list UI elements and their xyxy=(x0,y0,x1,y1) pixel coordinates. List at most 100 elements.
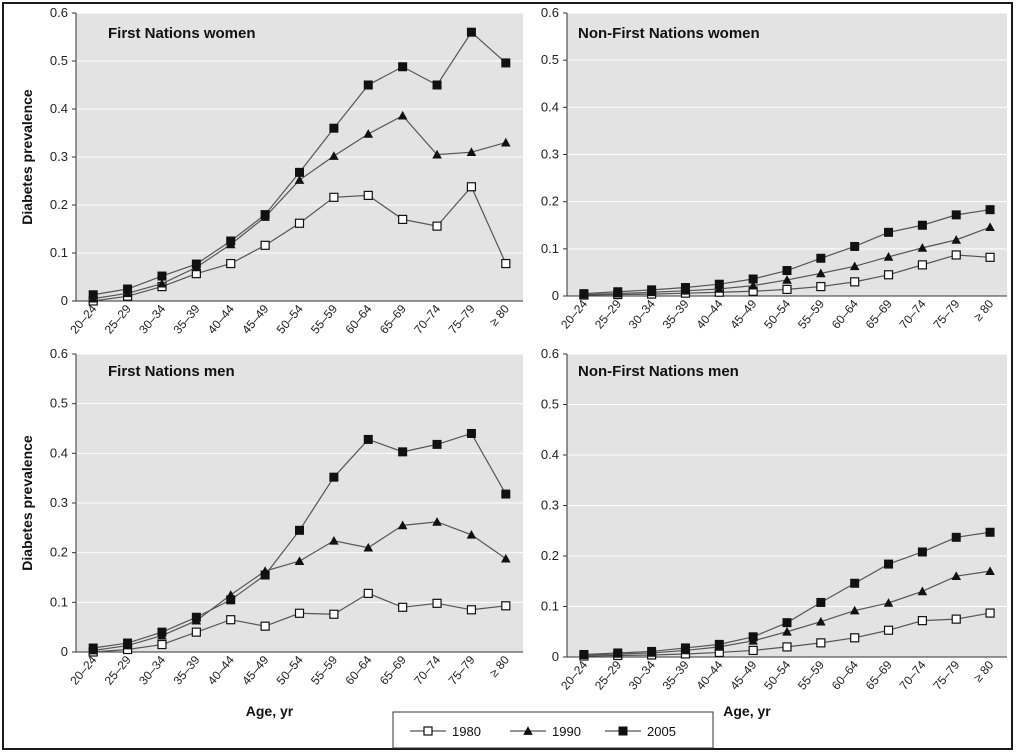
series-1980 xyxy=(88,588,511,657)
x-tick-label: 45–49 xyxy=(239,302,271,337)
data-point-1990 xyxy=(849,605,860,615)
data-point-2005 xyxy=(260,570,270,580)
x-axis-title: Age, yr xyxy=(723,703,771,719)
y-tick-label: 0 xyxy=(552,649,559,664)
data-point-1990 xyxy=(985,566,995,575)
y-tick-label: 0 xyxy=(552,288,559,303)
data-point-1980 xyxy=(363,190,373,200)
x-tick-label: 75–79 xyxy=(930,297,962,332)
data-point-2005 xyxy=(157,627,167,637)
x-tick-label: 40–44 xyxy=(205,302,237,337)
data-point-2005 xyxy=(329,472,339,482)
data-point-2005 xyxy=(917,220,927,230)
series-2005 xyxy=(579,527,995,659)
y-tick-label: 0.5 xyxy=(541,52,559,67)
data-point-2005 xyxy=(226,595,236,605)
legend-label: 1980 xyxy=(452,724,481,739)
legend-item-2005: 2005 xyxy=(605,724,676,739)
x-tick-label: 20–24 xyxy=(558,297,590,332)
y-tick-label: 0.1 xyxy=(541,241,559,256)
data-point-1990 xyxy=(849,261,860,271)
data-point-2005 xyxy=(295,525,304,535)
series-2005 xyxy=(88,428,511,653)
data-point-2005 xyxy=(398,62,408,72)
data-point-2005 xyxy=(226,236,236,246)
data-point-1990 xyxy=(748,280,758,290)
x-tick-label: 65–69 xyxy=(863,297,895,332)
data-point-1980 xyxy=(985,608,995,618)
legend-marker xyxy=(423,726,433,736)
y-tick-label: 0.2 xyxy=(50,545,68,560)
y-tick-label: 0.2 xyxy=(541,194,559,209)
data-point-1980 xyxy=(748,645,758,656)
x-tick-label: 40–44 xyxy=(693,297,725,332)
y-tick-label: 0.6 xyxy=(541,5,559,20)
data-point-1980 xyxy=(260,621,270,631)
data-point-2005 xyxy=(816,597,826,607)
x-tick-label: 25–29 xyxy=(592,658,624,693)
x-tick-label: 35–39 xyxy=(170,653,202,688)
data-point-1980 xyxy=(466,605,477,615)
y-tick-label: 0.3 xyxy=(541,498,559,513)
data-point-2005 xyxy=(579,649,589,659)
x-tick-label: 25–29 xyxy=(102,302,134,337)
panel-first-nations-men: 00.10.20.30.40.50.620–24 25–29 30–34 35–39 4… xyxy=(19,346,523,719)
x-tick-label: 75–79 xyxy=(446,302,478,337)
data-point-1990 xyxy=(294,556,305,565)
data-point-1990 xyxy=(501,553,511,563)
data-point-1980 xyxy=(157,639,167,650)
data-point-1990 xyxy=(951,235,962,244)
panel-non-first-nations-men: 00.10.20.30.40.50.620–24 25–29 30–34 35–39 4… xyxy=(541,346,1007,719)
data-point-1980 xyxy=(398,214,408,224)
x-tick-label: 35–39 xyxy=(660,658,692,693)
x-tick-label: 60–64 xyxy=(342,653,374,688)
x-tick-label: 65–69 xyxy=(863,658,895,693)
x-tick-label: 70–74 xyxy=(411,653,443,688)
legend: 1980 1990 2005 xyxy=(392,711,714,749)
y-tick-label: 0.4 xyxy=(50,101,68,116)
y-tick-label: 0 xyxy=(61,293,68,308)
x-tick-label: 45–49 xyxy=(727,658,759,693)
data-point-1980 xyxy=(363,588,373,598)
panel-title: Non-First Nations women xyxy=(578,25,760,42)
data-point-1980 xyxy=(329,192,339,202)
data-point-1990 xyxy=(816,616,826,626)
data-point-2005 xyxy=(466,428,476,438)
data-point-1990 xyxy=(985,222,995,231)
x-tick-label: 20–24 xyxy=(558,658,590,693)
x-tick-label: 35–39 xyxy=(660,297,692,332)
y-tick-label: 0.6 xyxy=(50,346,68,361)
data-point-2005 xyxy=(884,227,894,237)
x-tick-label: 70–74 xyxy=(897,658,929,693)
legend-marker xyxy=(618,726,628,736)
x-tick-label: ≥ 80 xyxy=(486,302,512,329)
x-tick-label: 35–39 xyxy=(170,302,202,337)
panel-title: First Nations men xyxy=(108,363,235,380)
x-tick-label: 70–74 xyxy=(897,297,929,332)
data-point-2005 xyxy=(432,80,442,90)
data-point-1990 xyxy=(466,529,477,539)
y-tick-label: 0.6 xyxy=(541,346,559,361)
data-point-1980 xyxy=(850,633,860,643)
data-point-2005 xyxy=(816,253,826,263)
y-tick-label: 0.1 xyxy=(541,599,559,614)
data-point-2005 xyxy=(917,547,927,557)
data-point-1980 xyxy=(951,250,961,260)
legend-marker xyxy=(523,726,533,735)
series-2005 xyxy=(88,27,511,300)
data-point-2005 xyxy=(748,632,758,642)
x-tick-label: 40–44 xyxy=(205,653,237,688)
x-tick-label: 55–59 xyxy=(308,302,340,337)
data-point-2005 xyxy=(398,447,408,457)
data-point-1980 xyxy=(329,609,339,619)
y-tick-label: 0.5 xyxy=(50,53,68,68)
data-point-2005 xyxy=(951,210,961,220)
data-point-2005 xyxy=(432,439,442,449)
y-tick-label: 0.5 xyxy=(541,397,559,412)
data-point-2005 xyxy=(680,643,690,653)
data-point-1980 xyxy=(432,221,442,231)
x-tick-label: 45–49 xyxy=(727,297,759,332)
y-tick-label: 0.2 xyxy=(50,197,68,212)
series-2005 xyxy=(579,205,995,299)
